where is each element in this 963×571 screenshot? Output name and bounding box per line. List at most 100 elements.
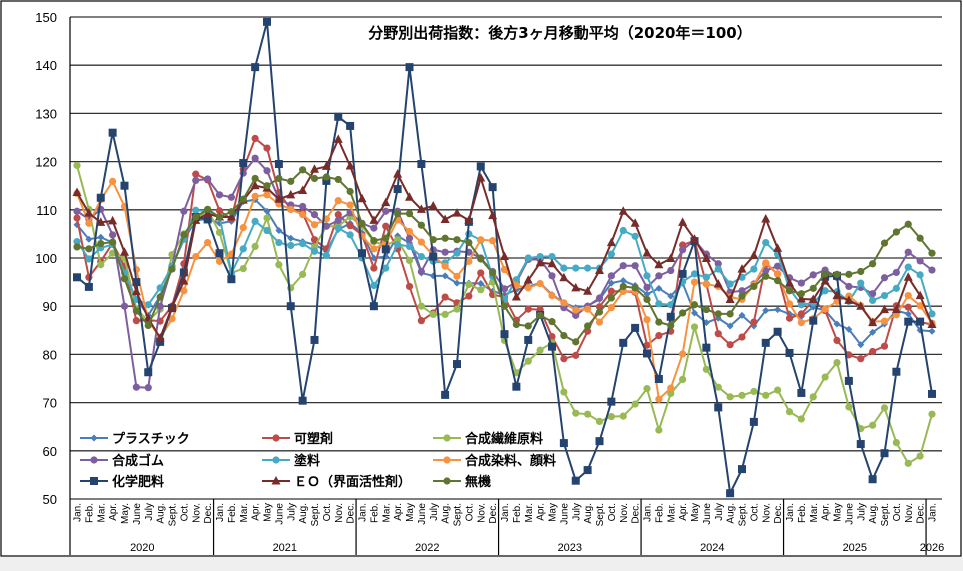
x-tick-label-month: Oct. — [179, 503, 190, 521]
data-point — [322, 222, 330, 230]
data-point — [572, 264, 580, 272]
data-point — [713, 279, 723, 288]
data-point — [156, 302, 164, 310]
data-point — [572, 409, 580, 417]
data-point — [928, 266, 936, 274]
data-point — [928, 310, 936, 318]
data-point — [631, 323, 640, 332]
data-point — [845, 282, 853, 291]
x-tick-label-month: June — [132, 503, 143, 525]
data-point — [286, 189, 296, 199]
data-point — [346, 187, 354, 196]
data-point — [346, 222, 354, 230]
data-point — [310, 221, 319, 229]
data-point — [845, 270, 853, 278]
data-point — [904, 459, 912, 467]
data-point — [144, 301, 152, 309]
data-point — [725, 294, 735, 303]
data-point — [560, 355, 568, 363]
data-point — [927, 319, 937, 329]
y-tick-label: 140 — [35, 58, 57, 73]
data-point — [500, 251, 509, 261]
data-point — [382, 222, 390, 230]
data-point — [441, 293, 449, 301]
data-point — [263, 191, 271, 199]
x-tick-label-month: May — [833, 503, 844, 522]
x-tick-label-month: Aug. — [298, 503, 309, 524]
data-point — [465, 280, 473, 289]
x-tick-label-month: July — [571, 503, 582, 521]
data-point — [73, 214, 81, 222]
data-point — [774, 270, 782, 278]
data-point — [334, 216, 342, 225]
data-point — [821, 287, 829, 295]
data-point — [832, 290, 842, 300]
x-tick-label-year: 2025 — [843, 542, 867, 554]
data-point — [477, 236, 485, 244]
x-tick-label-month: June — [417, 503, 428, 525]
data-point — [571, 476, 580, 485]
data-point — [85, 245, 93, 253]
data-point — [441, 262, 449, 270]
data-point — [144, 368, 153, 377]
data-point — [251, 242, 259, 251]
y-tick-label: 120 — [35, 155, 57, 170]
data-point — [797, 290, 805, 298]
data-point — [251, 63, 260, 72]
data-point — [394, 210, 402, 218]
data-point — [120, 275, 129, 283]
data-point — [227, 275, 236, 284]
data-point — [797, 415, 805, 423]
data-point — [761, 338, 770, 347]
data-point — [714, 330, 722, 338]
data-point — [738, 311, 746, 319]
data-point — [607, 250, 615, 258]
data-point — [618, 206, 628, 215]
data-point — [369, 302, 378, 311]
x-tick-label-month: Nov. — [761, 503, 772, 523]
data-point — [441, 248, 449, 256]
data-point — [251, 217, 259, 225]
data-point — [607, 304, 615, 312]
data-point — [702, 305, 710, 314]
data-point — [511, 292, 521, 301]
data-point — [880, 342, 889, 350]
x-tick-label-month: May — [690, 503, 701, 522]
data-point — [405, 242, 414, 251]
x-tick-label-month: Aug. — [156, 503, 167, 524]
data-point — [737, 264, 747, 273]
legend-label: 合成繊維原料 — [465, 431, 543, 447]
data-point — [797, 388, 806, 397]
x-tick-label-month: Jan. — [500, 503, 511, 522]
data-point — [643, 316, 651, 324]
data-point — [595, 294, 604, 302]
data-point — [120, 247, 129, 256]
data-point — [263, 144, 271, 152]
data-point — [215, 257, 224, 265]
data-point — [809, 393, 817, 401]
data-point — [523, 275, 533, 284]
data-point — [845, 403, 853, 411]
legend-marker — [272, 434, 280, 442]
data-point — [168, 265, 176, 273]
data-point — [144, 321, 152, 330]
data-point — [690, 234, 699, 243]
data-point — [358, 249, 366, 258]
data-point — [84, 208, 94, 217]
x-tick-label-month: Mar. — [809, 503, 820, 522]
data-point — [560, 264, 568, 272]
data-point — [880, 449, 889, 458]
data-point — [606, 237, 616, 247]
data-point — [179, 276, 189, 285]
data-point — [251, 192, 259, 200]
data-point — [405, 192, 414, 201]
y-axis-tick-labels: 150 140 130 120 110 100 90 80 70 60 50 — [35, 10, 57, 507]
data-point — [263, 167, 271, 175]
data-point — [334, 224, 342, 232]
data-point — [762, 272, 770, 280]
data-point — [607, 279, 615, 287]
data-point — [226, 212, 236, 221]
data-point — [548, 291, 556, 300]
data-point — [904, 310, 912, 318]
legend-item: 合成ゴム — [80, 453, 164, 469]
